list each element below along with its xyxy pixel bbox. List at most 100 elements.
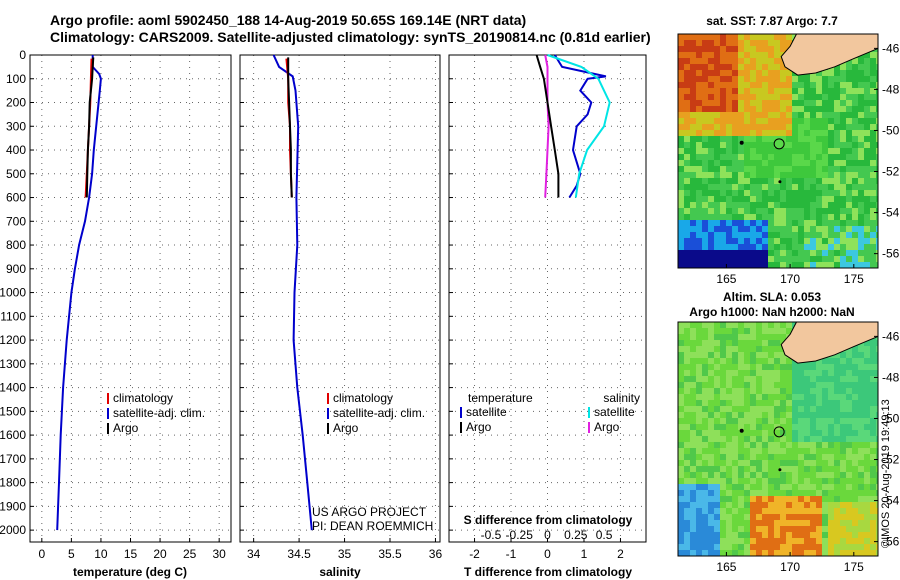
sst-map-cell [816,94,822,100]
sst-map-cell [792,262,798,268]
sla-map-cell [804,376,810,382]
sla-map-cell [852,394,858,400]
sla-map-cell [726,442,732,448]
sst-map-cell [810,88,816,94]
sst-map-cell [852,160,858,166]
sst-map-cell [798,142,804,148]
sst-map-cell [696,64,702,70]
sst-map-cell [714,226,720,232]
sla-map-cell [750,406,756,412]
sla-map-cell [852,484,858,490]
sst-map-cell [690,208,696,214]
sla-map-cell [762,436,768,442]
sst-map-cell [702,244,708,250]
sla-map-cell [678,406,684,412]
sla-map-cell [858,448,864,454]
sla-map-cell [744,364,750,370]
sla-map-cell [702,394,708,400]
sst-map-cell [804,250,810,256]
sst-map-cell [690,94,696,100]
sla-map-cell [780,418,786,424]
sla-map-cell [714,526,720,532]
sst-map-cell [858,82,864,88]
sla-map-cell [702,478,708,484]
sst-map-cell [834,76,840,82]
sla-map-cell [840,412,846,418]
sst-map-cell [810,214,816,220]
sla-map-cell [768,508,774,514]
sst-map-cell [690,202,696,208]
sal-xtick-label: 35 [338,547,352,561]
sst-map-cell [768,220,774,226]
sst-map-cell [840,130,846,136]
sst-map-cell [780,142,786,148]
sla-map-cell [684,328,690,334]
sst-map-cell [708,160,714,166]
sla-map-cell [774,382,780,388]
sst-map-cell [768,262,774,268]
sst-map-cell [840,208,846,214]
sla-map-cell [732,478,738,484]
sla-map-cell [714,358,720,364]
sla-map-cell [702,484,708,490]
sla-map-cell [762,448,768,454]
sla-map-cell [768,400,774,406]
sla-map-cell [690,382,696,388]
sla-map-cell [708,358,714,364]
sst-map-cell [756,82,762,88]
sla-map-cell [702,322,708,328]
sst-map-cell [852,70,858,76]
sla-map-cell [864,382,870,388]
sal-xtick-label: 36 [429,547,443,561]
sst-map-cell [720,142,726,148]
sst-map-cell [852,190,858,196]
sst-map-cell [834,166,840,172]
sla-map-cell [690,550,696,556]
sla-map-cell [870,430,876,436]
sst-map-cell [732,106,738,112]
sst-map-cell [846,130,852,136]
sla-map-cell [870,370,876,376]
sla-map-cell [762,544,768,550]
sst-map-cell [762,106,768,112]
sla-map-cell [702,460,708,466]
sla-map-cell [846,532,852,538]
sst-map-cell [840,262,846,268]
sst-map-cell [780,88,786,94]
sla-map-cell [774,496,780,502]
sst-map-cell [702,208,708,214]
sla-map-cell [798,430,804,436]
sst-map-cell [690,250,696,256]
sla-map-cell [858,460,864,466]
sla-map-cell [792,370,798,376]
sla-map-cell [702,340,708,346]
sst-map-cell [690,262,696,268]
sla-map-cell [786,466,792,472]
diff-s-tick-label: -0.5 [481,528,502,542]
sla-map-cell [756,322,762,328]
sst-map-frame [677,33,879,269]
sla-map-cell [870,460,876,466]
sla-map-cell [834,394,840,400]
sla-map-cell [774,454,780,460]
sla-map-cell [702,448,708,454]
sla-map-cell [822,406,828,412]
sla-map-cell [708,514,714,520]
sla-map-cell [702,364,708,370]
sst-map-cell [852,58,858,64]
sst-map-cell [792,100,798,106]
sla-map-cell [816,544,822,550]
temp-legend-item-label: satellite-adj. clim. [113,406,205,420]
sst-map-cell [762,244,768,250]
sla-map-cell [786,322,792,328]
sla-map-cell [702,430,708,436]
sst-map-cell [786,94,792,100]
sst-map-cell [732,232,738,238]
sla-map-cell [726,550,732,556]
sst-map-cell [690,46,696,52]
sla-map-cell [852,532,858,538]
sla-map-cell [810,466,816,472]
sla-map-cell [696,466,702,472]
sst-map-cell [864,166,870,172]
sla-map-cell [732,358,738,364]
